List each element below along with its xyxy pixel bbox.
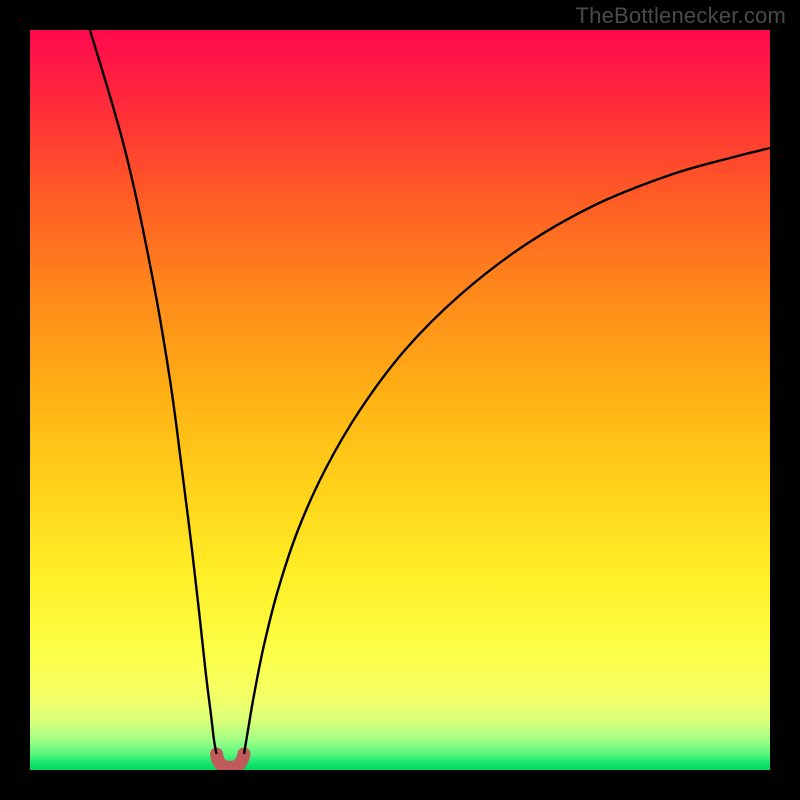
valley-marker — [217, 754, 245, 768]
curve-right — [244, 148, 770, 754]
plot-area — [30, 30, 770, 770]
curve-left — [90, 30, 217, 754]
curve-layer — [30, 30, 770, 770]
watermark-text: TheBottlenecker.com — [576, 3, 786, 29]
